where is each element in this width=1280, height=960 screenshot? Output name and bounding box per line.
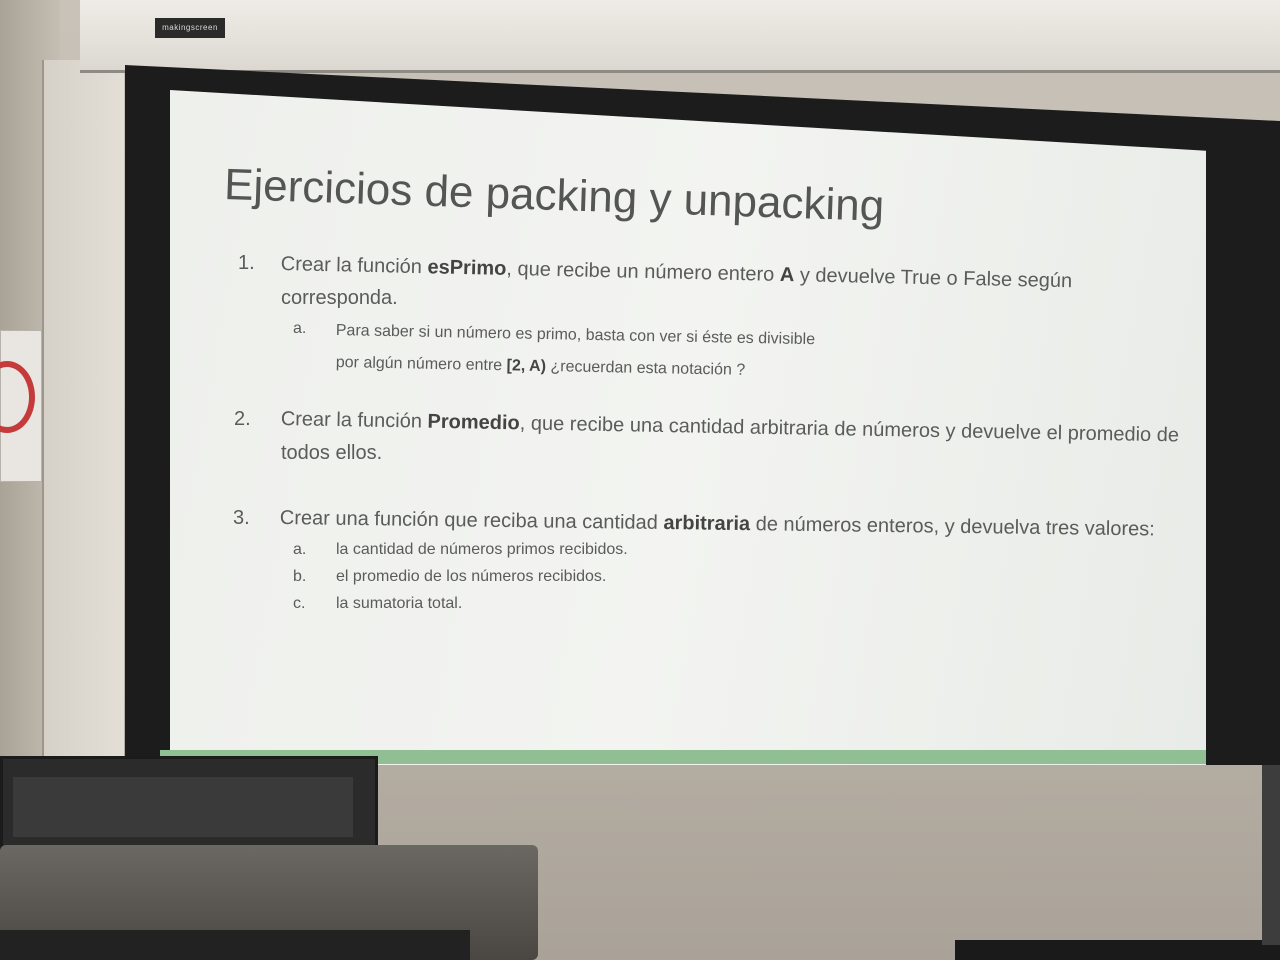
item-number: 1. [238,252,255,274]
projector-screen-housing [80,0,1280,73]
text-span: , que recibe un número entero [506,257,781,286]
interval-notation: [2, A) [506,357,547,376]
foreground-monitor [955,940,1280,960]
sub-letter: b. [293,568,307,585]
foreground-monitor [0,756,378,862]
function-name: Promedio [427,410,520,435]
monitor-screen [0,930,470,960]
slide [170,90,1206,765]
item-number: 3. [233,507,250,529]
monitor-screen [13,777,353,837]
text-span: Crear la función [280,408,428,433]
item-number: 2. [234,408,251,430]
sub-item: la sumatoria total. [336,595,463,612]
text-span: y devuelve True o False según [794,264,1073,293]
item-1-line-2: corresponda. [281,287,398,309]
text-span: por algún número entre [335,354,507,375]
item-2-line-2: todos ellos. [281,442,383,464]
sub-letter: a. [293,320,307,337]
slide-accent-bar [160,750,1206,764]
param-name: A [779,263,795,287]
text-span: de números enteros, y devuelva tres valo… [749,513,1155,541]
no-entry-icon [0,361,35,433]
foreground-monitor [0,845,538,960]
sub-item: la cantidad de números primos recibidos. [336,541,628,558]
function-name: esPrimo [427,256,507,280]
wall-trim [42,60,124,760]
sub-letter: a. [293,541,307,558]
sub-item: el promedio de los números recibidos. [336,568,607,585]
sub-letter: c. [293,595,306,612]
brand-label: makingscreen [155,18,225,38]
emphasis: arbitraria [663,512,751,536]
foreground-object [1262,765,1280,945]
text-span: Crear una función que reciba una cantida… [279,507,664,535]
wall-sign [0,330,42,482]
text-span: Crear la función [280,253,428,279]
text-span: ¿recuerdan esta notación ? [545,358,746,379]
